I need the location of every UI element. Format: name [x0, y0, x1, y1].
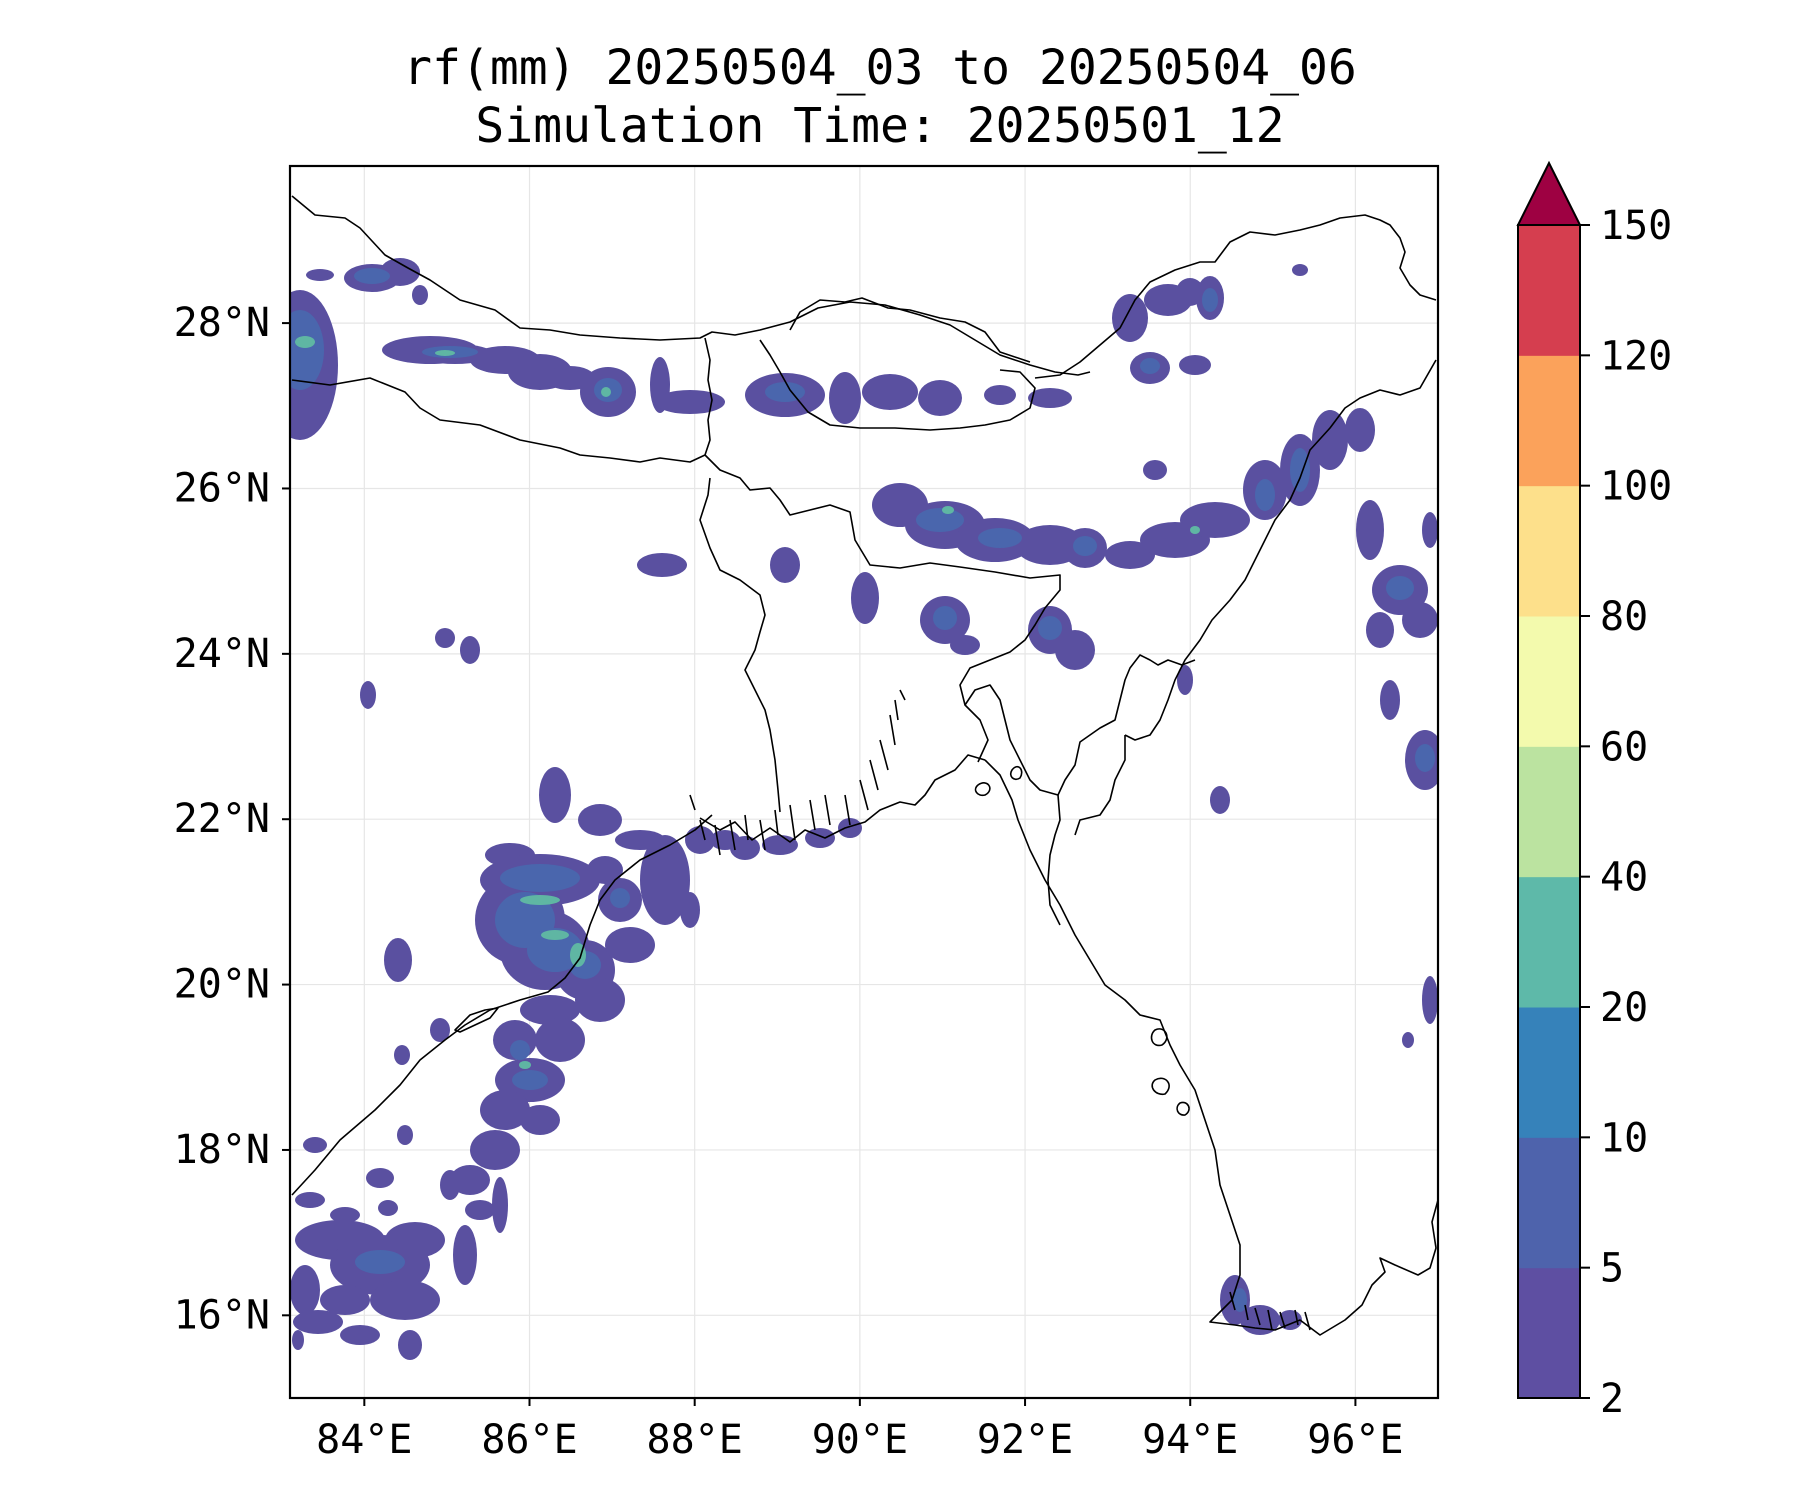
map-frame: [288, 164, 1440, 1400]
colorbar-tick-label: 5: [1600, 1246, 1624, 1292]
chart-title-line2: Simulation Time: 20250501_12: [475, 98, 1285, 154]
colorbar-tick-label: 40: [1600, 855, 1648, 901]
map-boundaries: [291, 195, 1438, 1336]
myanmar-coastline: [984, 759, 1438, 1336]
small-island: [1150, 1028, 1168, 1047]
colorbar-tick-label: 100: [1600, 464, 1672, 510]
india-east-coastline: [291, 814, 713, 1196]
rainfall-20-40mm: [295, 336, 1200, 1069]
lon-tick-label: 94°E: [1142, 1417, 1238, 1463]
colorbar-segment: [1518, 746, 1580, 878]
lat-tick-label: 16°N: [174, 1292, 270, 1338]
colorbar-tick-label: 20: [1600, 985, 1648, 1031]
colorbar-segment: [1518, 225, 1580, 356]
lon-tick-label: 86°E: [481, 1417, 577, 1463]
himalaya-north-border: [291, 195, 1091, 376]
mizoram-myanmar-border: [1047, 794, 1061, 926]
chilika-lake: [454, 1007, 499, 1033]
colorbar-segment: [1518, 1267, 1580, 1399]
small-island: [1176, 1101, 1190, 1116]
bengal-delta-coast: [699, 754, 986, 843]
lat-tick-label: 28°N: [174, 300, 270, 346]
colorbar-tick-label: 60: [1600, 724, 1648, 770]
lon-tick-label: 90°E: [812, 1417, 908, 1463]
irrawaddy-inlets: [1229, 1291, 1311, 1331]
manipur-border: [1074, 735, 1126, 836]
nepal-south-border: [291, 377, 706, 463]
bhutan-north: [789, 297, 1031, 363]
bangladesh-border: [704, 454, 1061, 763]
colorbar-tick-label: 10: [1600, 1115, 1648, 1161]
small-island: [974, 782, 991, 797]
colorbar-segment: [1518, 1137, 1580, 1269]
colorbar-tick-label: 120: [1600, 333, 1672, 379]
lat-tick-label: 20°N: [174, 962, 270, 1008]
tripura-mizoram: [964, 654, 1196, 796]
rainfall-5-10mm: [290, 268, 1435, 1312]
arunachal-north-border: [1034, 214, 1437, 379]
lat-tick-label: 24°N: [174, 631, 270, 677]
longitude-axis: 84°E 86°E 88°E 90°E 92°E 94°E 96°E: [316, 1398, 1404, 1463]
small-island: [1009, 765, 1023, 781]
colorbar-tick-label: 2: [1600, 1376, 1624, 1422]
lon-tick-label: 96°E: [1307, 1417, 1403, 1463]
colorbar-segment: [1518, 876, 1580, 1008]
lon-tick-label: 92°E: [977, 1417, 1073, 1463]
lon-tick-label: 84°E: [316, 1417, 412, 1463]
rainfall-2-5mm: [290, 258, 1438, 1360]
latitude-axis: 16°N 18°N 20°N 22°N 24°N 26°N 28°N: [174, 300, 290, 1338]
sikkim-bhutan-border: [759, 339, 1036, 431]
small-island: [1151, 1077, 1170, 1096]
colorbar-tick-label: 80: [1600, 594, 1648, 640]
colorbar-tick-label: 150: [1600, 203, 1672, 249]
lat-tick-label: 22°N: [174, 796, 270, 842]
chart-title-line1: rf(mm) 20250504_03 to 20250504_06: [403, 40, 1357, 96]
assam-myanmar-border: [1124, 359, 1437, 741]
lon-tick-label: 88°E: [647, 1417, 743, 1463]
bangladesh-west-border: [699, 477, 781, 813]
nepal-east-border: [704, 337, 713, 456]
lat-tick-label: 26°N: [174, 465, 270, 511]
colorbar-extend-arrow: [1516, 160, 1582, 226]
delta-inlets: [689, 689, 906, 856]
colorbar-frame: [1517, 224, 1581, 1399]
lat-tick-label: 18°N: [174, 1127, 270, 1173]
colorbar-segment: [1518, 1007, 1580, 1138]
colorbar: 2 5 10 20 40 60 80 100 120 150: [1516, 160, 1672, 1422]
colorbar-segment: [1518, 616, 1580, 747]
colorbar-segment: [1518, 485, 1580, 617]
colorbar-segment: [1518, 355, 1580, 487]
rainfall-field: [290, 258, 1438, 1360]
